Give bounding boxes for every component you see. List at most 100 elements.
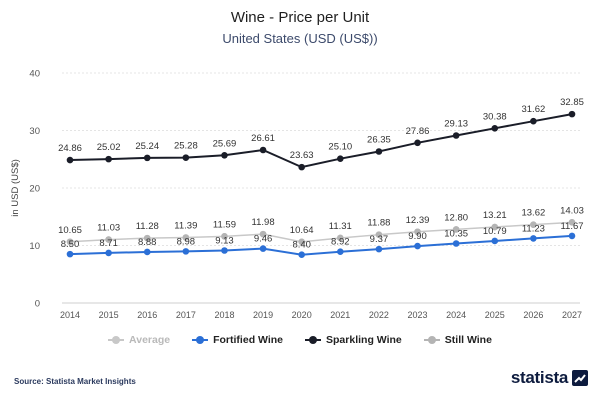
- line-chart: 0 10 20 30 40 in USD (US$) 2014 2015 2016 2017 201…: [10, 69, 584, 321]
- legend-swatch: [423, 335, 440, 345]
- data-point-still-wine: [414, 228, 421, 236]
- data-label-average: 11.59: [213, 219, 236, 230]
- legend-item-fortified-wine[interactable]: Fortified Wine: [192, 334, 283, 346]
- data-label-fortified-wine: 10.79: [483, 226, 507, 237]
- data-point-fortified-wine: [259, 245, 267, 252]
- x-tick-label: 2016: [137, 310, 157, 320]
- y-tick-label: 30: [29, 126, 40, 137]
- data-label-sparkling-wine: 31.62: [521, 104, 545, 115]
- chart-title: Wine - Price per Unit: [230, 9, 370, 26]
- data-point-still-wine: [221, 233, 228, 240]
- data-point-fortified-wine: [298, 251, 305, 258]
- data-point-sparkling-wine: [66, 156, 74, 164]
- series-line-average: [69, 221, 573, 243]
- data-point-fortified-wine: [375, 245, 383, 253]
- legend-item-sparkling-wine[interactable]: Sparkling Wine: [305, 334, 402, 346]
- data-point-sparkling-wine: [452, 132, 460, 139]
- data-label-fortified-wine: 8.71: [99, 238, 118, 249]
- data-label-average: 13.21: [483, 210, 507, 221]
- data-label-sparkling-wine: 23.63: [290, 150, 314, 161]
- x-tick-label: 2018: [214, 310, 234, 320]
- data-point-sparkling-wine: [491, 125, 499, 132]
- data-label-fortified-wine: 8.92: [331, 237, 350, 248]
- legend-swatch: [108, 335, 125, 345]
- data-label-fortified-wine: 9.37: [370, 234, 389, 245]
- data-label-average: 13.62: [521, 208, 545, 219]
- data-label-sparkling-wine: 32.85: [560, 97, 584, 108]
- data-label-sparkling-wine: 29.13: [444, 119, 468, 130]
- data-point-still-wine: [491, 223, 499, 231]
- data-point-sparkling-wine: [298, 163, 305, 171]
- data-point-sparkling-wine: [221, 151, 228, 159]
- data-point-still-wine: [375, 231, 383, 238]
- data-label-fortified-wine: 8.50: [61, 239, 80, 250]
- x-tick-label: 2017: [176, 310, 196, 320]
- data-label-sparkling-wine: 24.86: [58, 143, 82, 154]
- x-tick-label: 2023: [408, 310, 428, 320]
- data-point-sparkling-wine: [259, 146, 267, 154]
- series-line-fortified-wine: [69, 234, 573, 256]
- y-tick-label: 20: [29, 184, 40, 195]
- data-label-average: 12.39: [406, 215, 430, 226]
- data-label-average: 10.64: [290, 225, 314, 236]
- data-point-still-wine: [182, 234, 190, 241]
- chart-subtitle: United States (USD (US$)): [222, 31, 378, 46]
- legend-label: Still Wine: [444, 334, 492, 346]
- data-point-still-wine: [337, 234, 344, 242]
- legend-item-average[interactable]: Average: [108, 334, 170, 346]
- legend-label: Sparkling Wine: [326, 334, 402, 346]
- data-point-fortified-wine: [66, 250, 74, 258]
- data-label-sparkling-wine: 25.69: [213, 138, 237, 149]
- x-tick-label: 2024: [446, 310, 466, 320]
- data-label-fortified-wine: 11.23: [522, 223, 545, 234]
- legend-label: Average: [129, 334, 171, 346]
- data-label-sparkling-wine: 26.35: [367, 134, 391, 145]
- y-tick-label: 40: [29, 69, 40, 80]
- data-point-still-wine: [530, 221, 537, 228]
- statista-logo[interactable]: statista: [511, 368, 588, 388]
- data-point-fortified-wine: [530, 235, 537, 242]
- x-tick-label: 2021: [330, 310, 350, 320]
- data-label-fortified-wine: 9.13: [215, 236, 234, 247]
- data-point-still-wine: [298, 238, 305, 246]
- data-point-fortified-wine: [337, 248, 344, 256]
- data-label-average: 11.28: [136, 221, 159, 232]
- data-label-average: 11.88: [367, 218, 390, 229]
- data-label-fortified-wine: 9.46: [254, 234, 273, 245]
- legend-swatch: [305, 335, 322, 345]
- data-point-fortified-wine: [182, 248, 190, 255]
- y-tick-label: 0: [35, 299, 40, 310]
- data-point-still-wine: [568, 219, 576, 226]
- x-tick-label: 2019: [253, 310, 273, 320]
- data-label-average: 11.31: [329, 221, 352, 232]
- data-point-sparkling-wine: [375, 148, 383, 155]
- data-point-sparkling-wine: [568, 110, 576, 118]
- data-point-still-wine: [143, 234, 151, 242]
- data-point-sparkling-wine: [143, 154, 151, 162]
- y-tick-label: 10: [29, 241, 40, 252]
- data-point-fortified-wine: [414, 242, 421, 250]
- data-point-fortified-wine: [143, 248, 151, 256]
- data-label-average: 14.03: [560, 205, 584, 216]
- statista-logo-icon: [572, 370, 588, 386]
- data-label-sparkling-wine: 25.02: [97, 142, 121, 153]
- data-point-still-wine: [452, 226, 460, 233]
- data-point-sparkling-wine: [105, 155, 112, 163]
- brand-name: statista: [510, 368, 568, 387]
- data-label-sparkling-wine: 25.28: [174, 141, 198, 152]
- x-tick-label: 2014: [60, 310, 80, 320]
- data-point-sparkling-wine: [182, 154, 190, 161]
- chart-legend: Average Fortified Wine Sparkling Wine Still…: [0, 334, 600, 346]
- data-label-average: 11.39: [174, 221, 197, 232]
- x-tick-label: 2015: [99, 310, 119, 320]
- data-label-sparkling-wine: 25.10: [328, 142, 352, 153]
- data-label-average: 10.65: [58, 225, 82, 236]
- x-tick-label: 2027: [562, 310, 582, 320]
- data-label-average: 12.80: [444, 212, 468, 223]
- data-point-still-wine: [66, 238, 74, 246]
- data-label-fortified-wine: 8.98: [177, 236, 196, 247]
- legend-swatch: [192, 335, 209, 345]
- data-point-fortified-wine: [221, 247, 228, 254]
- legend-item-still-wine[interactable]: Still Wine: [423, 334, 492, 346]
- series-line-sparkling-wine: [69, 113, 573, 169]
